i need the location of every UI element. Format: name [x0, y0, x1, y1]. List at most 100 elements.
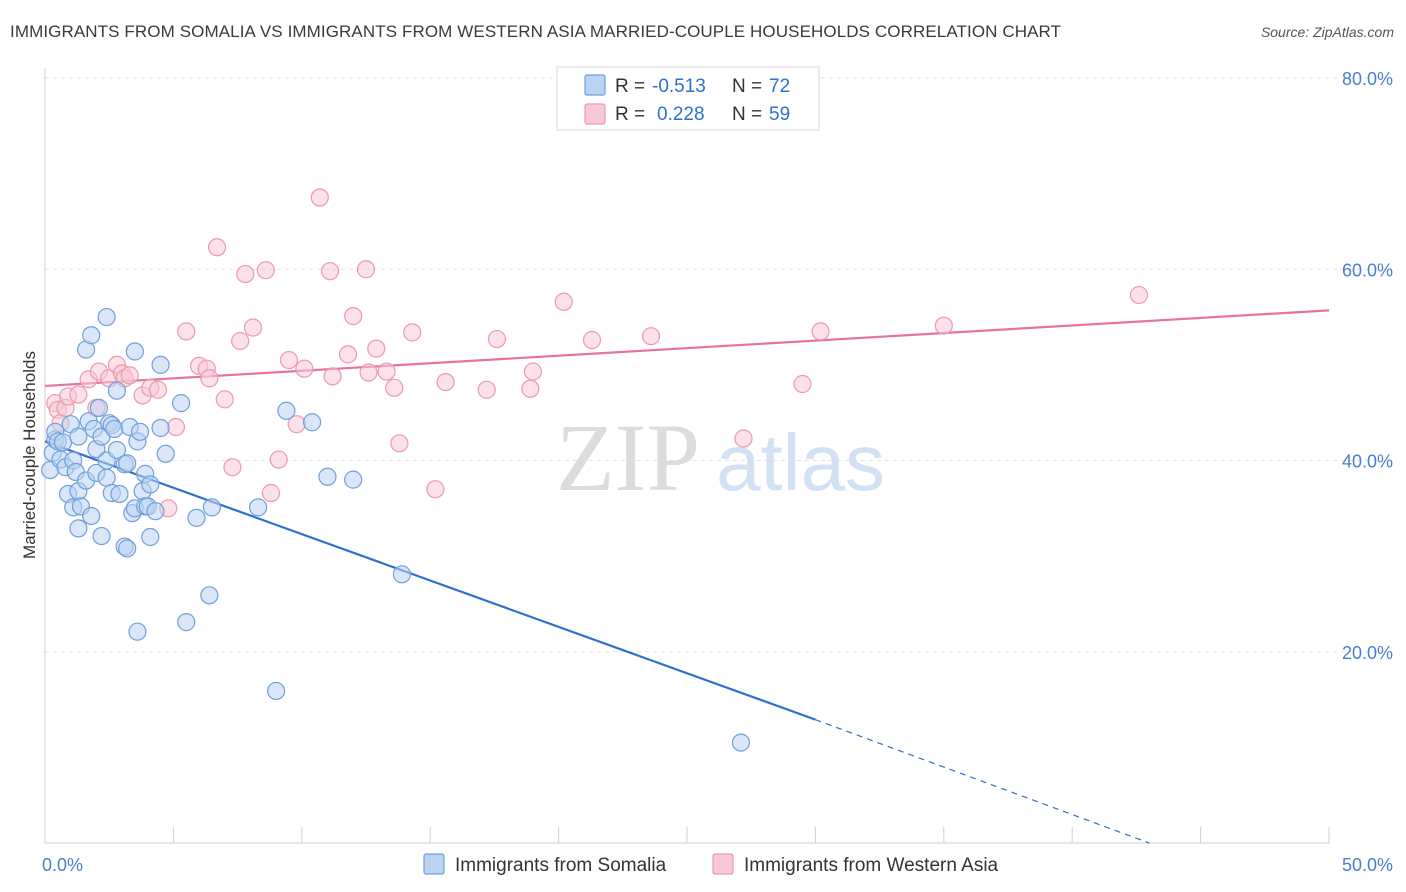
point-western-asia	[582, 330, 602, 350]
point-somalia	[200, 586, 219, 605]
point-somalia	[151, 355, 170, 374]
point-somalia	[277, 401, 296, 420]
gridlines	[45, 77, 1392, 653]
y-tick-label: 40.0%	[1342, 452, 1393, 472]
point-somalia	[69, 519, 88, 538]
trend-line-somalia-extension	[815, 719, 1150, 844]
x-tick-label: 0.0%	[42, 855, 83, 875]
point-western-asia	[403, 323, 422, 342]
point-somalia	[118, 454, 137, 473]
point-western-asia	[390, 434, 409, 453]
point-somalia	[141, 527, 160, 547]
point-somalia	[302, 413, 322, 432]
legend-n-label-2: N =	[732, 104, 762, 125]
point-western-asia	[1129, 285, 1149, 305]
bottom-legend-swatch-somalia	[423, 853, 445, 875]
bottom-legend-swatch-wasia	[712, 853, 734, 875]
bottom-legend-label-wasia: Immigrants from Western Asia	[744, 855, 999, 876]
legend-r-label-1: R =	[615, 76, 645, 97]
point-western-asia	[477, 380, 496, 399]
point-somalia	[202, 498, 222, 517]
point-somalia	[318, 467, 337, 486]
point-somalia	[107, 381, 127, 400]
legend-swatch-wasia	[584, 103, 606, 125]
point-western-asia	[295, 359, 314, 378]
point-somalia	[156, 444, 175, 463]
chart-title: IMMIGRANTS FROM SOMALIA VS IMMIGRANTS FR…	[10, 22, 1062, 41]
trend-lines	[44, 309, 1330, 844]
point-western-asia	[148, 380, 168, 399]
point-western-asia	[323, 367, 342, 386]
point-western-asia	[269, 450, 288, 469]
y-axis-label: Married-couple Households	[20, 351, 39, 559]
point-somalia	[267, 681, 286, 701]
point-somalia	[344, 470, 363, 489]
legend-n-label-1: N =	[732, 76, 762, 97]
point-somalia	[107, 440, 127, 460]
point-western-asia	[359, 363, 378, 382]
point-western-asia	[338, 345, 358, 364]
point-western-asia	[934, 316, 953, 335]
point-western-asia	[215, 390, 234, 409]
point-western-asia	[261, 483, 281, 503]
y-tick-label: 20.0%	[1342, 643, 1393, 663]
trend-line-somalia	[44, 440, 816, 721]
y-tick-labels: 20.0% 40.0% 60.0% 80.0%	[1342, 69, 1393, 663]
point-somalia	[82, 326, 101, 345]
point-somalia	[89, 398, 109, 418]
point-western-asia	[367, 339, 386, 358]
legend-r-value-1: -0.513	[652, 76, 706, 97]
point-western-asia	[356, 260, 376, 279]
x-tick-labels: 0.0% 50.0%	[42, 855, 1393, 875]
series-western-asia	[46, 188, 1149, 518]
point-western-asia	[811, 322, 830, 341]
point-somalia	[249, 498, 268, 517]
point-somalia	[69, 427, 88, 446]
point-western-asia	[344, 307, 363, 326]
point-western-asia	[231, 331, 250, 351]
point-somalia	[125, 342, 144, 361]
point-somalia	[146, 502, 165, 521]
point-western-asia	[385, 378, 404, 397]
point-somalia	[731, 733, 751, 752]
point-somalia	[97, 468, 116, 487]
legend-n-value-1: 72	[769, 76, 790, 97]
bottom-legend-label-somalia: Immigrants from Somalia	[455, 855, 667, 876]
point-western-asia	[236, 264, 255, 284]
point-somalia	[53, 433, 73, 452]
legend-r-value-2: 0.228	[657, 104, 705, 125]
y-tick-label: 80.0%	[1342, 69, 1393, 89]
point-western-asia	[521, 379, 540, 398]
bottom-legend: Immigrants from Somalia Immigrants from …	[423, 853, 999, 876]
point-western-asia	[243, 318, 263, 337]
y-tick-label: 60.0%	[1342, 260, 1393, 280]
point-western-asia	[69, 385, 88, 404]
series-somalia	[41, 307, 751, 752]
point-somalia	[151, 418, 170, 438]
x-tick-label: 50.0%	[1342, 855, 1393, 875]
point-somalia	[118, 539, 137, 558]
point-western-asia	[223, 458, 242, 477]
legend-box: R = -0.513 N = 72 R = 0.228 N = 59	[556, 66, 820, 131]
point-western-asia	[377, 362, 396, 381]
point-western-asia	[200, 369, 219, 388]
trend-line-western-asia	[44, 309, 1330, 388]
point-somalia	[141, 475, 160, 494]
point-western-asia	[279, 350, 299, 370]
point-western-asia	[426, 480, 445, 499]
point-western-asia	[120, 366, 139, 385]
point-somalia	[105, 419, 124, 439]
point-western-asia	[734, 429, 753, 448]
point-somalia	[130, 422, 150, 441]
point-somalia	[172, 394, 191, 413]
point-somalia	[92, 526, 111, 546]
point-western-asia	[641, 327, 661, 346]
source-credit: Source: ZipAtlas.com	[1260, 24, 1394, 40]
point-western-asia	[487, 329, 507, 349]
legend-r-label-2: R =	[615, 104, 645, 125]
point-western-asia	[310, 188, 329, 207]
legend-n-value-2: 59	[769, 104, 790, 125]
point-western-asia	[177, 322, 196, 341]
point-somalia	[392, 565, 412, 584]
